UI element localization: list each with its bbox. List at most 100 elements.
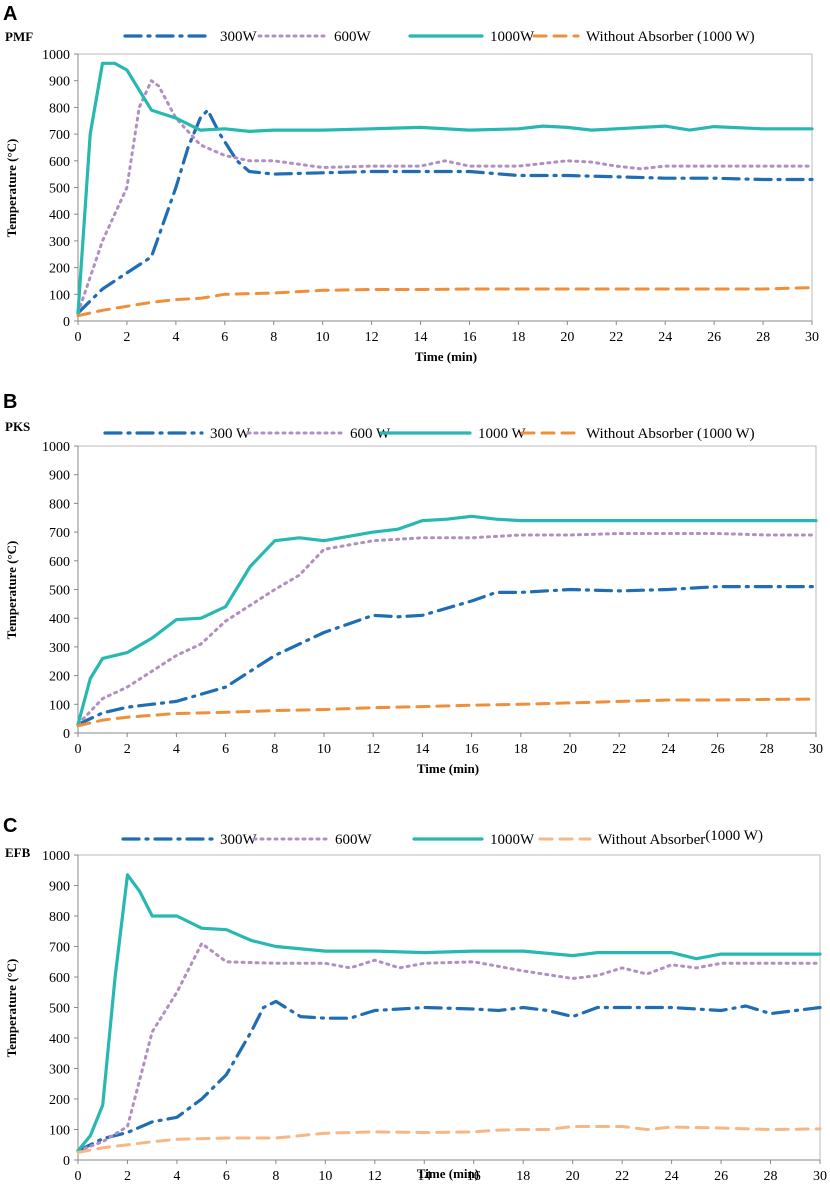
legend-label-3: 1000 W: [478, 426, 526, 442]
y-tick-label: 300: [49, 641, 70, 656]
y-axis-title: Temperature (°C): [4, 541, 19, 640]
legend-label-2: 600 W: [350, 426, 391, 442]
x-tick-label: 20: [566, 1169, 580, 1184]
plot-area: [77, 445, 817, 734]
series-line-4: [76, 1125, 822, 1154]
chart-title: PKS: [5, 419, 30, 434]
x-tick-label: 26: [711, 742, 725, 757]
legend-label-part: 300W: [220, 29, 258, 45]
chart-title: EFB: [5, 845, 31, 860]
y-tick-label: 300: [49, 1063, 70, 1078]
legend-label-2: 600W: [335, 832, 373, 848]
legend-label-part: 600W: [335, 832, 373, 848]
x-tick-label: 10: [316, 330, 330, 345]
legend-label-part: 600W: [334, 29, 372, 45]
y-tick-label: 1000: [42, 849, 70, 864]
x-tick-label: 12: [368, 1169, 382, 1184]
y-tick-label: 400: [49, 612, 70, 627]
series-line-4: [76, 697, 818, 728]
x-tick-label: 10: [317, 742, 331, 757]
legend-label-part: Without Absorber: [598, 832, 705, 848]
x-tick-label: 30: [805, 330, 819, 345]
x-tick-label: 30: [813, 1169, 827, 1184]
y-tick-label: 200: [49, 670, 70, 685]
legend-label-2: 600W: [334, 29, 372, 45]
x-tick-label: 14: [417, 1169, 431, 1184]
x-tick-label: 8: [270, 330, 277, 345]
x-tick-label: 16: [462, 330, 476, 345]
series-line-2: [76, 79, 814, 315]
x-tick-label: 4: [173, 1169, 180, 1184]
y-tick-label: 600: [49, 155, 70, 170]
x-tick-label: 18: [516, 1169, 530, 1184]
x-tick-label: 30: [809, 742, 823, 757]
y-tick-label: 400: [49, 1032, 70, 1047]
y-tick-label: 600: [49, 971, 70, 986]
x-tick-label: 22: [612, 742, 626, 757]
legend-label-part: (1000 W): [705, 828, 763, 844]
x-axis-title: Time (min): [417, 1166, 479, 1181]
x-tick-label: 28: [756, 330, 770, 345]
x-axis-title: Time (min): [415, 349, 477, 364]
legend-label-1: 300W: [220, 29, 258, 45]
y-tick-label: 900: [49, 75, 70, 90]
x-tick-label: 8: [271, 742, 278, 757]
legend: 300W 600W 1000W Without Absorber(1000 W): [121, 828, 763, 848]
y-axis-title: Temperature (°C): [4, 959, 19, 1058]
x-tick-label: 22: [615, 1169, 629, 1184]
x-tick-label: 20: [563, 742, 577, 757]
x-tick-label: 16: [467, 1169, 481, 1184]
y-tick-label: 100: [49, 1124, 70, 1139]
legend-label-part: 1000W: [490, 832, 535, 848]
series-line-2: [76, 942, 822, 1153]
x-tick-label: 0: [75, 1169, 82, 1184]
panel-letter: B: [3, 391, 17, 413]
legend-label-part: Without Absorber (1000 W): [586, 426, 755, 442]
y-tick-label: 200: [49, 262, 70, 277]
series-line-1: [76, 585, 818, 726]
x-tick-label: 0: [75, 742, 82, 757]
y-tick-label: 1000: [42, 440, 70, 455]
x-tick-label: 4: [172, 330, 179, 345]
y-tick-label: 900: [49, 880, 70, 895]
chart-title: PMF: [5, 29, 33, 44]
legend-label-1: 300 W: [210, 426, 251, 442]
x-tick-label: 2: [124, 1169, 131, 1184]
x-tick-label: 28: [760, 742, 774, 757]
x-tick-label: 28: [764, 1169, 778, 1184]
x-tick-label: 6: [222, 742, 229, 757]
legend-label-part: 1000W: [490, 29, 535, 45]
x-tick-label: 6: [223, 1169, 230, 1184]
y-tick-label: 800: [49, 910, 70, 925]
y-axis-title: Temperature (°C): [4, 139, 19, 238]
series-line-3: [76, 61, 814, 315]
legend-label-part: 300 W: [210, 426, 251, 442]
legend: 300 W 600 W 1000 W Without Absorber (1000 W…: [103, 426, 755, 442]
y-tick-label: 0: [63, 727, 70, 742]
y-tick-label: 500: [49, 1002, 70, 1017]
y-tick-label: 1000: [42, 48, 70, 63]
legend-label-4: Without Absorber (1000 W): [586, 29, 755, 45]
x-axis-title: Time (min): [417, 761, 479, 776]
series-line-1: [76, 999, 822, 1153]
y-tick-label: 200: [49, 1093, 70, 1108]
legend: 300W 600W 1000W Without Absorber (1000 W): [123, 29, 755, 45]
series-line-4: [76, 286, 814, 318]
y-tick-label: 800: [49, 497, 70, 512]
legend-label-part: 600 W: [350, 426, 391, 442]
x-tick-label: 18: [511, 330, 525, 345]
y-tick-label: 500: [49, 182, 70, 197]
plot-area: [77, 53, 813, 322]
legend-label-part: 1000 W: [478, 426, 526, 442]
x-tick-label: 0: [75, 330, 82, 345]
y-tick-label: 500: [49, 584, 70, 599]
legend-label-part: 300W: [220, 832, 258, 848]
legend-label-3: 1000W: [490, 29, 535, 45]
panel-letter: C: [3, 815, 17, 837]
legend-label-4: Without Absorber(1000 W): [598, 828, 763, 848]
y-tick-label: 700: [49, 526, 70, 541]
y-tick-label: 100: [49, 288, 70, 303]
series-line-2: [76, 532, 818, 726]
